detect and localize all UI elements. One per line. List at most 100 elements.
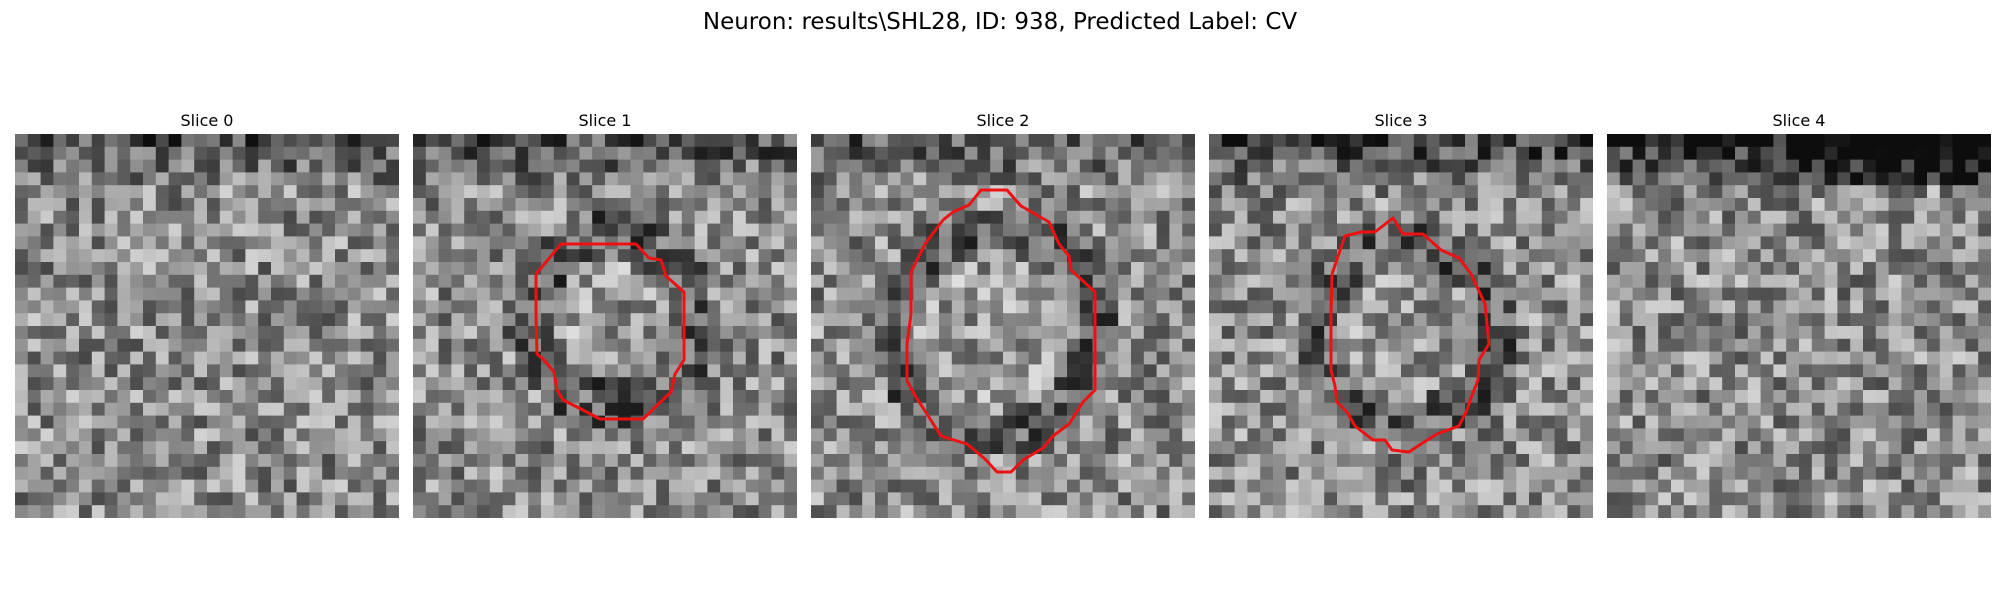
pixel-cell xyxy=(104,159,118,173)
pixel-cell xyxy=(1324,492,1338,506)
pixel-cell xyxy=(1863,377,1877,391)
pixel-cell xyxy=(1567,441,1581,455)
pixel-cell xyxy=(413,428,427,442)
pixel-cell xyxy=(862,300,876,314)
pixel-cell xyxy=(1221,338,1236,353)
pixel-cell xyxy=(373,428,387,442)
pixel-cell xyxy=(926,300,940,314)
pixel-cell xyxy=(245,351,259,365)
pixel-cell xyxy=(913,313,927,327)
pixel-cell xyxy=(875,249,889,263)
pixel-cell xyxy=(104,185,118,199)
pixel-cell xyxy=(1567,198,1581,212)
pixel-cell xyxy=(1632,390,1646,404)
pixel-cell xyxy=(579,223,593,237)
pixel-cell xyxy=(1273,326,1287,340)
pixel-cell xyxy=(1131,262,1145,276)
pixel-cell xyxy=(694,454,708,468)
pixel-cell xyxy=(1401,172,1415,186)
pixel-cell xyxy=(1567,454,1581,468)
pixel-cell xyxy=(347,364,362,378)
pixel-cell xyxy=(720,351,734,365)
pixel-cell xyxy=(669,159,683,173)
pixel-cell xyxy=(875,185,889,199)
pixel-cell xyxy=(1015,249,1030,263)
pixel-cell xyxy=(451,428,465,442)
pixel-cell xyxy=(1388,185,1402,199)
pixel-cell xyxy=(1169,274,1183,289)
pixel-cell xyxy=(15,313,29,327)
pixel-cell xyxy=(296,454,310,468)
pixel-cell xyxy=(951,300,966,314)
pixel-cell xyxy=(1760,377,1774,391)
pixel-cell xyxy=(836,338,850,353)
pixel-cell xyxy=(990,313,1004,327)
pixel-cell xyxy=(1683,313,1698,327)
pixel-cell xyxy=(1234,223,1248,237)
pixel-cell xyxy=(656,146,670,161)
pixel-cell xyxy=(130,441,144,455)
pixel-cell xyxy=(1580,262,1593,276)
pixel-cell xyxy=(528,249,542,263)
pixel-cell xyxy=(1221,466,1236,481)
pixel-cell xyxy=(656,300,670,314)
slice-title: Slice 2 xyxy=(976,111,1030,130)
pixel-cell xyxy=(1824,134,1838,148)
pixel-cell xyxy=(155,466,170,481)
pixel-cell xyxy=(425,466,440,481)
pixel-cell xyxy=(1747,210,1762,225)
pixel-cell xyxy=(823,441,838,455)
pixel-cell xyxy=(1337,313,1351,327)
pixel-cell xyxy=(1285,274,1300,289)
pixel-cell xyxy=(1837,338,1851,353)
pixel-cell xyxy=(1156,351,1170,365)
pixel-cell xyxy=(887,159,902,173)
roi-contour xyxy=(1329,216,1491,454)
pixel-cell xyxy=(720,454,734,468)
pixel-cell xyxy=(1927,479,1941,493)
pixel-cell xyxy=(1260,223,1274,237)
pixel-cell xyxy=(477,223,491,237)
pixel-cell xyxy=(438,134,452,148)
pixel-cell xyxy=(1182,505,1195,518)
pixel-cell xyxy=(1516,134,1530,148)
pixel-cell xyxy=(1619,198,1634,212)
pixel-cell xyxy=(1824,185,1838,199)
pixel-cell xyxy=(1580,134,1593,148)
pixel-cell xyxy=(464,210,478,225)
pixel-cell xyxy=(502,377,516,391)
pixel-cell xyxy=(1952,338,1966,353)
pixel-cell xyxy=(926,172,940,186)
pixel-cell xyxy=(66,236,80,250)
pixel-cell xyxy=(1465,198,1479,212)
pixel-cell xyxy=(104,479,118,493)
pixel-cell xyxy=(771,185,785,199)
pixel-cell xyxy=(515,159,529,173)
pixel-cell xyxy=(283,338,298,353)
pixel-cell xyxy=(1131,479,1145,493)
pixel-cell xyxy=(862,466,876,481)
pixel-cell xyxy=(1760,274,1774,289)
pixel-cell xyxy=(579,351,593,365)
pixel-cell xyxy=(117,210,131,225)
pixel-cell xyxy=(1965,377,1979,391)
pixel-cell xyxy=(27,287,42,301)
pixel-cell xyxy=(913,300,927,314)
pixel-cell xyxy=(425,198,440,212)
pixel-cell xyxy=(1529,415,1543,429)
pixel-cell xyxy=(887,236,902,250)
pixel-cell xyxy=(745,185,760,199)
pixel-cell xyxy=(464,262,478,276)
pixel-cell xyxy=(579,198,593,212)
pixel-cell xyxy=(784,159,797,173)
pixel-cell xyxy=(605,262,619,276)
pixel-cell xyxy=(40,390,54,404)
pixel-cell xyxy=(1901,236,1915,250)
pixel-cell xyxy=(990,134,1004,148)
pixel-cell xyxy=(681,223,696,237)
pixel-cell xyxy=(630,505,644,518)
pixel-cell xyxy=(681,428,696,442)
pixel-cell xyxy=(1952,287,1966,301)
pixel-cell xyxy=(926,313,940,327)
pixel-cell xyxy=(245,454,259,468)
